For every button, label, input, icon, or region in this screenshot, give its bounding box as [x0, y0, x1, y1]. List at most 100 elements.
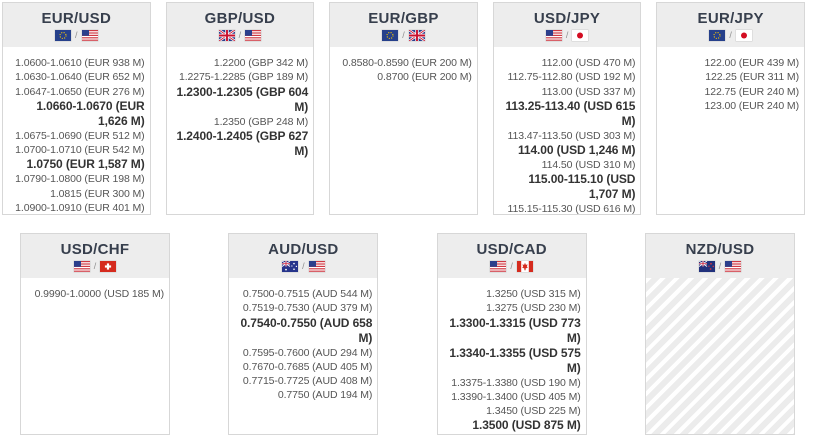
currency-pair-card: USD/JPY / 112.00 (USD 470 M) 112.75-112.8…	[492, 2, 642, 217]
card-header: USD/JPY /	[493, 3, 641, 47]
card-header: EUR/GBP /	[330, 3, 477, 47]
jp-flag-icon	[572, 30, 589, 41]
us-flag-icon	[545, 30, 562, 41]
ch-flag-icon	[100, 261, 117, 272]
us-flag-icon	[245, 30, 262, 41]
expiry-entry: 0.8580-0.8590 (EUR 200 M)	[342, 57, 472, 69]
expiries-row-bottom: USD/CHF / 0.9990-1.0000 (USD 185 M) AUD/…	[0, 215, 818, 435]
gb-flag-icon	[218, 30, 235, 41]
card-header: AUD/USD /	[229, 234, 378, 278]
expiry-list: 122.00 (EUR 439 M) 122.25 (EUR 311 M) 122.…	[657, 47, 804, 214]
expiry-entry: 0.7519-0.7530 (AUD 379 M)	[242, 302, 373, 315]
us-flag-icon	[308, 261, 325, 272]
currency-pair-title: NZD/USD	[685, 241, 755, 258]
expiry-entry-large: 1.3500 (USD 875 M)	[472, 418, 581, 433]
flag-pair: /	[332, 30, 475, 41]
flag-separator: /	[302, 261, 305, 271]
currency-pair-title: USD/CAD	[476, 241, 547, 258]
flag-pair: /	[5, 30, 148, 41]
ca-flag-icon	[516, 261, 533, 272]
expiry-entry-large: 1.3300-1.3315 (USD 773 M)	[449, 315, 581, 345]
currency-pair-title: USD/CHF	[60, 241, 130, 258]
expiry-list: 1.3250 (USD 315 M) 1.3275 (USD 230 M) 1.33…	[438, 278, 586, 434]
flag-separator: /	[510, 261, 513, 271]
flag-separator: /	[718, 261, 722, 271]
expiry-entry-large: 114.00 (USD 1,246 M)	[517, 143, 636, 158]
currency-pair-card: USD/CAD / 1.3250 (USD 315 M) 1.3275 (USD …	[436, 233, 587, 435]
expiry-entry: 1.2275-1.2285 (GBP 189 M)	[178, 71, 309, 84]
flag-pair: /	[169, 30, 312, 41]
expiry-entry: 1.0815 (EUR 300 M)	[50, 187, 145, 200]
expiry-entry-large: 115.00-115.10 (USD 1,707 M)	[528, 172, 636, 202]
currency-pair-title: EUR/GBP	[368, 10, 439, 27]
expiry-entry: 0.7595-0.7600 (AUD 294 M)	[242, 346, 373, 359]
flag-separator: /	[238, 30, 242, 40]
expiry-entry: 122.25 (EUR 311 M)	[705, 71, 799, 84]
expiry-entry: 0.8700 (EUR 200 M)	[377, 71, 472, 84]
expiry-entry: 115.15-115.30 (USD 616 M)	[507, 203, 636, 216]
flag-separator: /	[402, 30, 405, 40]
expiry-entry: 1.3375-1.3380 (USD 190 M)	[451, 376, 581, 389]
us-flag-icon	[725, 261, 742, 272]
expiry-entry-large: 1.2300-1.2305 (GBP 604 M)	[176, 84, 309, 114]
expiry-list: 1.0600-1.0610 (EUR 938 M) 1.0630-1.0640 (…	[3, 47, 150, 215]
us-flag-icon	[73, 261, 90, 272]
expiry-entry: 0.7670-0.7685 (AUD 405 M)	[242, 360, 373, 373]
card-header: USD/CHF /	[21, 234, 169, 278]
expiry-entry: 122.00 (EUR 439 M)	[704, 57, 799, 69]
expiry-list: 112.00 (USD 470 M) 112.75-112.80 (USD 192…	[494, 47, 641, 217]
card-header: USD/CAD /	[437, 234, 586, 278]
flag-pair: /	[659, 30, 802, 41]
currency-pair-card: GBP/USD / 1.2200 (GBP 342 M) 1.2275-1.228…	[165, 2, 315, 215]
expiry-list: 0.8580-0.8590 (EUR 200 M) 0.8700 (EUR 200…	[330, 47, 477, 214]
expiry-entry: 1.2200 (GBP 342 M)	[213, 57, 309, 69]
flag-separator: /	[729, 30, 732, 40]
flag-pair: /	[648, 261, 792, 272]
currency-pair-card: AUD/USD / 0.7500-0.7515 (AUD 544 M) 0.751…	[228, 233, 379, 435]
expiry-entry: 0.9990-1.0000 (USD 185 M)	[34, 288, 165, 300]
expiry-entry: 0.7750 (AUD 194 M)	[277, 389, 373, 402]
expiry-entry: 1.0900-1.0910 (EUR 401 M)	[15, 202, 145, 215]
expiry-entry: 1.0647-1.0650 (EUR 276 M)	[15, 85, 145, 98]
expiry-entry: 114.50 (USD 310 M)	[541, 159, 636, 172]
expiry-entry: 112.00 (USD 470 M)	[541, 57, 636, 69]
expiry-entry-large: 1.2400-1.2405 (GBP 627 M)	[176, 128, 309, 158]
currency-pair-title: EUR/JPY	[697, 10, 764, 27]
expiry-entry-large: 1.3340-1.3355 (USD 575 M)	[449, 345, 581, 375]
flag-pair: /	[440, 261, 584, 272]
expiry-entry: 113.00 (USD 337 M)	[541, 85, 636, 98]
gb-flag-icon	[408, 30, 425, 41]
card-header: GBP/USD /	[166, 3, 314, 47]
expiry-entry: 1.3450 (USD 225 M)	[486, 405, 581, 418]
au-flag-icon	[282, 261, 299, 272]
currency-pair-card: USD/CHF / 0.9990-1.0000 (USD 185 M)	[20, 233, 170, 435]
expiry-entry: 0.7715-0.7725 (AUD 408 M)	[242, 375, 373, 388]
flag-pair: /	[231, 261, 375, 272]
expiry-entry: 113.47-113.50 (USD 303 M)	[507, 129, 636, 142]
card-header: EUR/USD /	[3, 3, 150, 47]
expiry-list: 0.9990-1.0000 (USD 185 M)	[21, 278, 169, 434]
expiry-entry: 1.3250 (USD 315 M)	[486, 288, 581, 300]
us-flag-icon	[81, 30, 98, 41]
expiry-entry: 0.7500-0.7515 (AUD 544 M)	[242, 288, 373, 300]
expiry-entry: 1.0600-1.0610 (EUR 938 M)	[15, 57, 145, 69]
nz-flag-icon	[698, 261, 715, 272]
expiry-entry: 1.0630-1.0640 (EUR 652 M)	[15, 71, 145, 84]
us-flag-icon	[490, 261, 507, 272]
currency-pair-card: EUR/USD / 1.0600-1.0610 (EUR 938 M) 1.063…	[2, 2, 151, 215]
expiry-entry: 1.3275 (USD 230 M)	[486, 302, 581, 315]
expiry-entry: 1.2350 (GBP 248 M)	[213, 115, 309, 128]
eu-flag-icon	[382, 30, 399, 41]
expiry-entry-large: 1.0750 (EUR 1,587 M)	[26, 157, 145, 172]
currency-pair-title: EUR/USD	[41, 10, 112, 27]
eu-flag-icon	[55, 30, 72, 41]
card-header: EUR/JPY /	[657, 3, 804, 47]
expiry-entry-large: 0.7540-0.7550 (AUD 658 M)	[240, 315, 373, 345]
expiry-entry: 1.0700-1.0710 (EUR 542 M)	[15, 144, 145, 157]
expiry-entry-large: 113.25-113.40 (USD 615 M)	[505, 98, 636, 128]
expiries-row-top: EUR/USD / 1.0600-1.0610 (EUR 938 M) 1.063…	[0, 0, 818, 215]
expiry-entry: 122.75 (EUR 240 M)	[704, 85, 799, 98]
expiry-entry: 112.75-112.80 (USD 192 M)	[507, 71, 636, 84]
expiry-entry-large: 1.0660-1.0670 (EUR 1,626 M)	[36, 98, 145, 128]
